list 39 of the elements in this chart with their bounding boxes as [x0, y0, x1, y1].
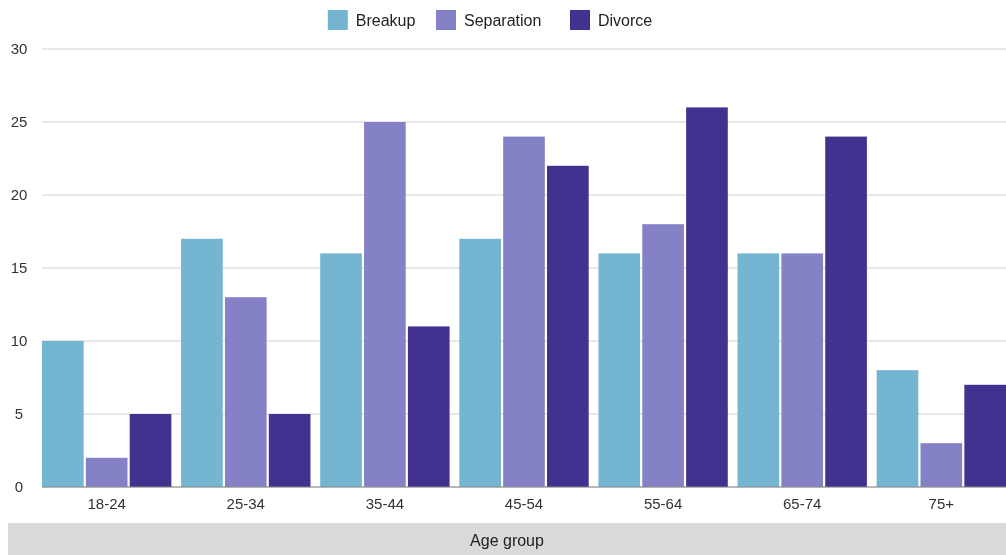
bar	[876, 370, 919, 487]
bar	[459, 238, 501, 487]
bar	[642, 224, 684, 487]
x-tick-label: 75+	[928, 495, 955, 512]
bar	[547, 165, 589, 487]
bar	[737, 253, 780, 487]
bar	[320, 253, 362, 487]
bar	[42, 341, 84, 487]
bar	[129, 414, 172, 487]
y-tick-label: 0	[14, 478, 24, 496]
y-tick-label: 30	[10, 40, 28, 58]
bar	[920, 443, 963, 487]
x-tick-label: 55-64	[643, 495, 683, 512]
bar	[407, 326, 450, 487]
bar	[268, 414, 311, 487]
bar	[825, 136, 867, 487]
y-tick-label: 15	[10, 259, 28, 277]
bar	[598, 253, 641, 487]
y-tick-label: 20	[10, 186, 28, 204]
x-tick-label: 18-24	[87, 495, 126, 512]
y-tick-label: 10	[10, 332, 28, 350]
bar	[686, 107, 728, 487]
bar	[85, 457, 128, 487]
bar	[964, 384, 1006, 487]
x-tick-label: 65-74	[783, 495, 822, 512]
y-tick-label: 25	[10, 113, 28, 131]
bar	[503, 136, 545, 487]
y-tick-label: 5	[14, 405, 24, 423]
legend-label: Separation	[464, 11, 542, 29]
bar	[181, 238, 223, 487]
legend-label: Breakup	[355, 11, 416, 29]
x-tick-label: 45-54	[504, 495, 544, 512]
bar	[364, 122, 406, 487]
x-tick-label: 25-34	[226, 495, 265, 512]
legend-label: Divorce	[598, 11, 653, 29]
x-tick-label: 35-44	[365, 495, 405, 512]
bar	[781, 253, 824, 487]
bar	[224, 297, 267, 487]
x-axis-title: Age group	[470, 532, 545, 549]
